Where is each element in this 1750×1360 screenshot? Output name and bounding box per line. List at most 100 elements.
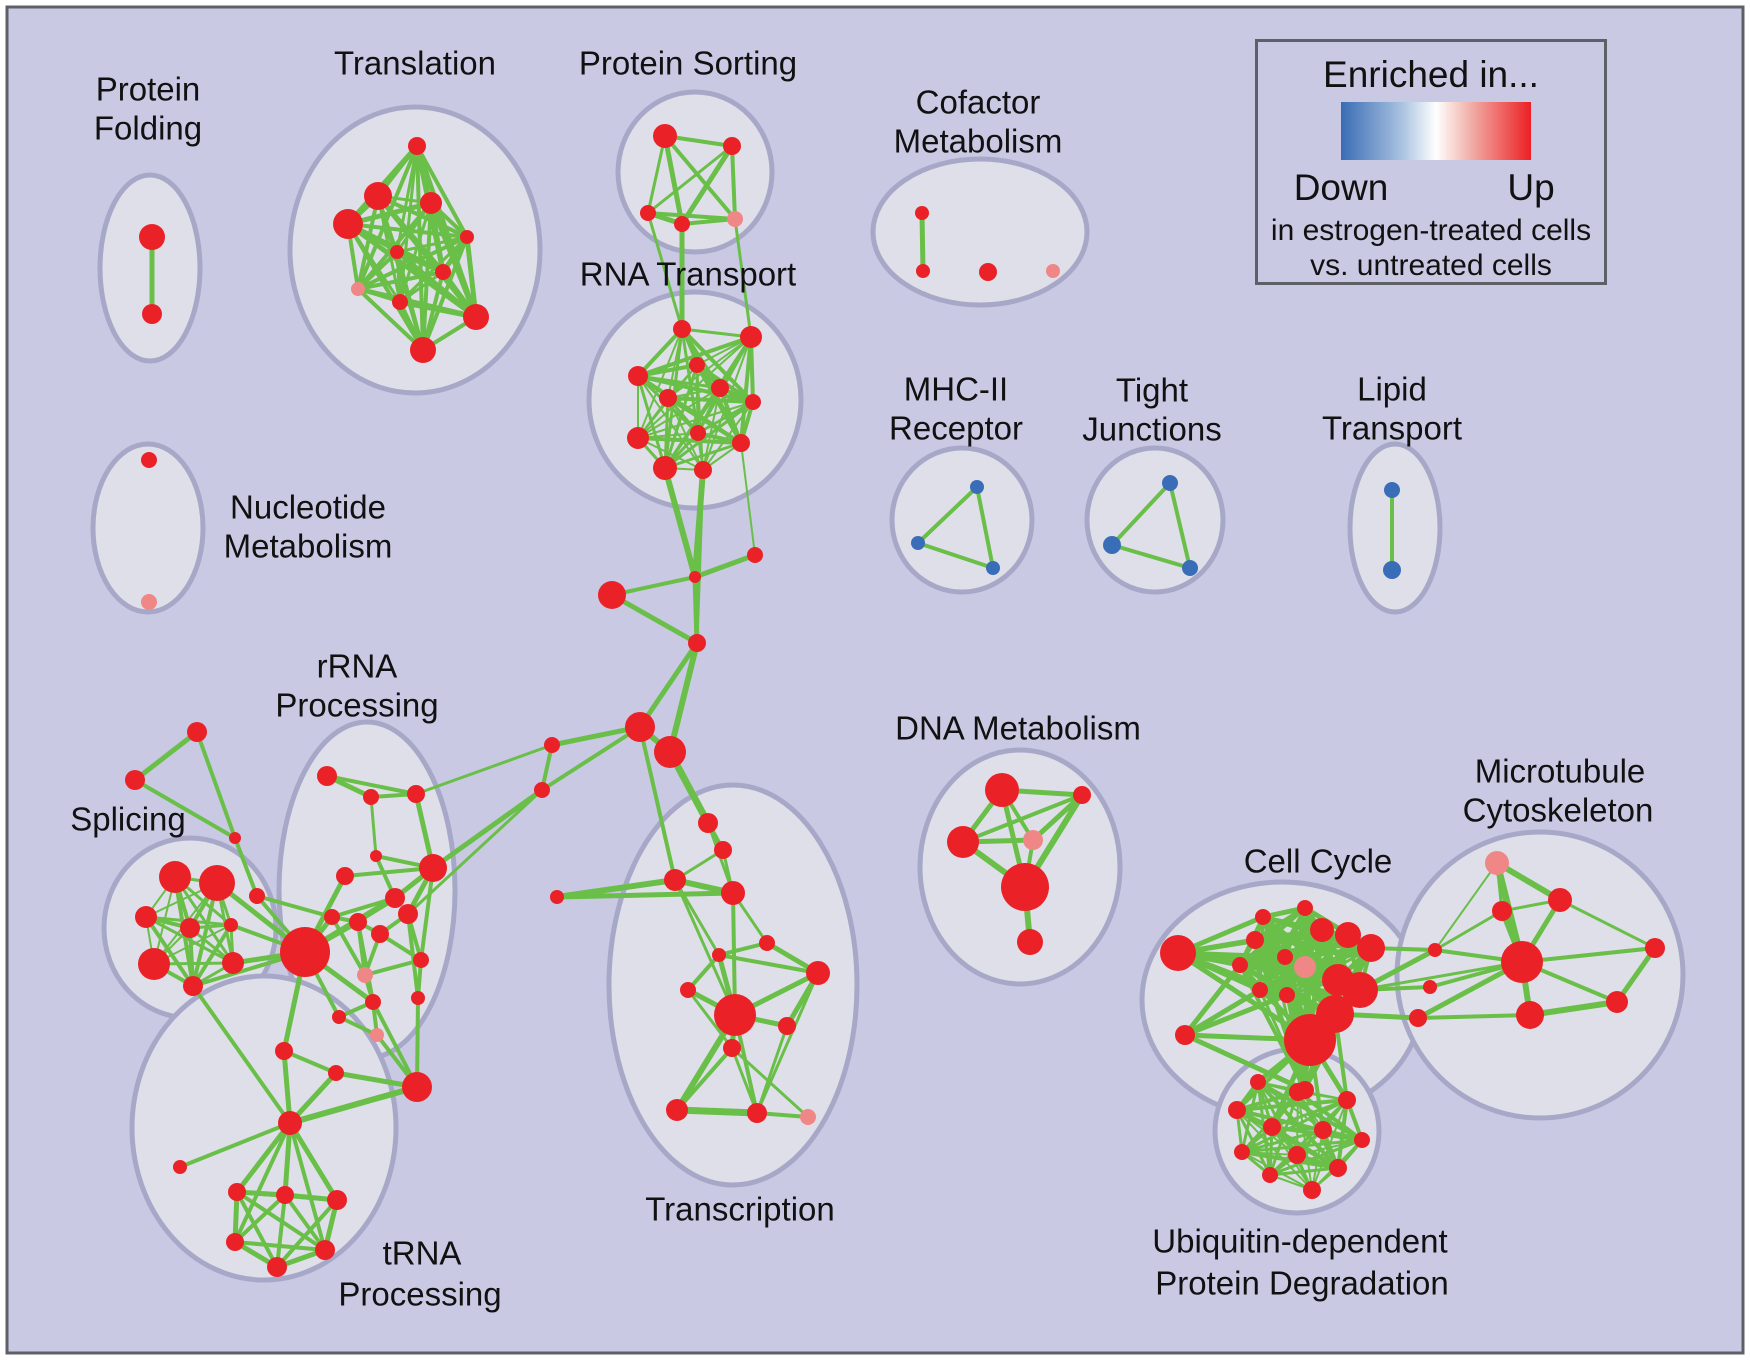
node: [915, 206, 929, 220]
node: [276, 1186, 294, 1204]
node: [534, 782, 550, 798]
cluster-label-protein-folding: Protein: [96, 71, 201, 108]
cluster-label-dna-metabolism: DNA Metabolism: [895, 710, 1141, 747]
node: [1228, 1101, 1246, 1119]
node: [1073, 786, 1091, 804]
edge: [1182, 962, 1243, 1038]
node: [659, 389, 677, 407]
node: [1255, 909, 1271, 925]
node: [1303, 1181, 1321, 1199]
edge: [1268, 1166, 1340, 1177]
legend-down-label: Down: [1293, 167, 1389, 208]
edge: [337, 1015, 379, 1037]
edge: [330, 915, 367, 977]
edge: [740, 442, 756, 556]
node: [390, 245, 404, 259]
node: [721, 881, 745, 905]
node: [142, 304, 162, 324]
cluster-ellipse-lipid-transport: [1347, 441, 1443, 615]
edge: [178, 1121, 292, 1169]
cluster-label-cofactor-metabolism: Metabolism: [894, 123, 1063, 160]
node: [800, 1109, 816, 1125]
node: [419, 854, 447, 882]
node: [267, 1257, 287, 1277]
edge: [637, 328, 683, 439]
node: [141, 594, 157, 610]
node: [1023, 830, 1043, 850]
node: [408, 137, 426, 155]
edge: [717, 941, 769, 957]
edge: [1110, 481, 1172, 547]
node: [550, 890, 564, 904]
node: [392, 294, 408, 310]
edge: [679, 143, 735, 227]
node: [694, 461, 712, 479]
edge: [173, 875, 235, 965]
node: [336, 867, 354, 885]
edge: [695, 363, 743, 445]
edge: [275, 1193, 287, 1269]
edge: [281, 1048, 293, 1126]
node: [332, 1010, 346, 1024]
edge: [1168, 481, 1192, 570]
edge: [1416, 1013, 1532, 1020]
edge: [717, 953, 820, 975]
cluster-label-ubiquitin-degradation: Ubiquitin-dependent: [1152, 1223, 1447, 1260]
edge: [1433, 909, 1504, 952]
node: [1289, 1083, 1307, 1101]
node: [1017, 929, 1043, 955]
edge: [394, 249, 479, 320]
edge: [730, 1046, 759, 1115]
node: [653, 124, 677, 148]
node: [986, 561, 1000, 575]
edge: [356, 250, 399, 291]
cluster-label-microtubule-cytoskeleton: Microtubule: [1475, 753, 1646, 790]
node: [689, 357, 705, 373]
edge: [464, 234, 479, 320]
node: [732, 434, 750, 452]
node: [1234, 1144, 1250, 1160]
edge: [415, 144, 469, 239]
node: [402, 1072, 432, 1102]
edge: [1558, 898, 1657, 950]
node: [1329, 1159, 1347, 1177]
node: [229, 832, 241, 844]
edge: [363, 958, 423, 977]
edge: [609, 592, 700, 646]
cluster-label-rrna-processing: Processing: [275, 687, 438, 724]
edge: [636, 436, 743, 445]
node: [187, 722, 207, 742]
node: [970, 480, 984, 494]
node: [947, 826, 979, 858]
node: [666, 1099, 688, 1121]
node: [317, 766, 337, 786]
edge: [662, 465, 698, 580]
edge: [346, 222, 425, 352]
cluster-label-ubiquitin-degradation: Protein Degradation: [1155, 1265, 1449, 1302]
node: [745, 394, 761, 410]
node: [1263, 1118, 1281, 1136]
edge: [1434, 862, 1498, 951]
node: [1354, 1132, 1370, 1148]
edge: [233, 836, 259, 898]
node: [1383, 561, 1401, 579]
edge: [673, 1106, 761, 1117]
edge: [916, 485, 979, 545]
node: [628, 366, 648, 386]
edge: [638, 725, 677, 882]
edge: [191, 984, 292, 1125]
node: [723, 137, 741, 155]
node: [1409, 1009, 1427, 1027]
edge: [1182, 987, 1263, 1038]
edge: [406, 788, 544, 916]
edge: [680, 327, 753, 339]
edge: [395, 235, 469, 254]
node: [727, 211, 743, 227]
edge: [343, 866, 435, 878]
node: [333, 209, 363, 239]
node: [1516, 1001, 1544, 1029]
node: [1316, 995, 1354, 1033]
edge: [667, 640, 700, 755]
node: [463, 304, 489, 330]
